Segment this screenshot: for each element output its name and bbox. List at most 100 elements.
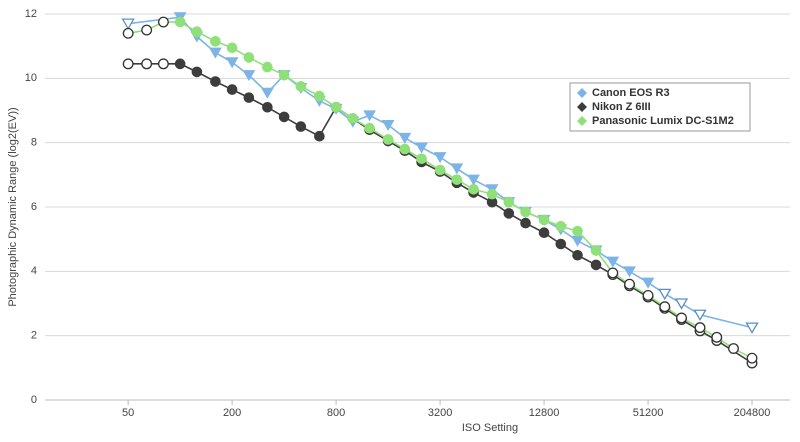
marker (659, 301, 671, 313)
marker (226, 42, 238, 54)
marker (399, 143, 411, 155)
marker (711, 331, 723, 343)
marker (607, 267, 619, 279)
marker (451, 174, 463, 185)
marker (694, 322, 706, 334)
marker (624, 278, 635, 290)
y-tick-label: 10 (25, 72, 37, 84)
marker (382, 134, 394, 145)
marker (314, 130, 325, 142)
marker (415, 142, 428, 154)
marker (398, 132, 412, 144)
y-axis-label: Photographic Dynamic Range (log2(EV)) (7, 107, 19, 306)
marker (191, 66, 203, 78)
y-tick-label: 8 (31, 137, 37, 149)
marker (606, 256, 620, 268)
marker (209, 47, 222, 59)
marker (122, 58, 134, 70)
marker (623, 266, 636, 278)
marker (590, 259, 602, 271)
marker (590, 245, 602, 256)
marker (520, 206, 531, 218)
marker (314, 90, 325, 102)
marker (745, 322, 759, 334)
marker (210, 36, 221, 47)
marker (157, 58, 169, 70)
marker (141, 24, 153, 36)
marker (157, 16, 169, 28)
marker (295, 81, 307, 92)
marker (555, 221, 567, 232)
marker (434, 164, 446, 176)
legend-box (569, 82, 751, 132)
marker (141, 58, 153, 70)
marker (278, 111, 290, 123)
x-tick-label: 3200 (428, 407, 452, 419)
marker (210, 76, 221, 87)
y-tick-label: 6 (31, 201, 37, 213)
marker (572, 249, 583, 261)
x-axis-label: ISO Setting (462, 422, 518, 434)
marker (674, 298, 689, 310)
marker (468, 184, 479, 195)
marker (243, 92, 255, 103)
marker (642, 290, 654, 301)
marker (571, 235, 584, 247)
marker (450, 163, 464, 175)
x-tick-label: 200 (223, 407, 241, 419)
marker (486, 188, 498, 200)
x-tick-label: 50 (122, 407, 134, 419)
marker (503, 196, 515, 208)
legend-label: Canon EOS R3 (592, 87, 670, 99)
marker (242, 70, 256, 82)
y-tick-label: 12 (25, 8, 37, 20)
marker (572, 225, 583, 237)
marker (122, 27, 134, 39)
marker (278, 69, 290, 81)
marker (363, 110, 376, 122)
marker (746, 352, 758, 364)
marker (676, 312, 687, 324)
marker (693, 309, 707, 322)
marker (295, 121, 307, 132)
legend-label: Nikon Z 6III (592, 101, 651, 113)
legend-symbol (577, 116, 587, 126)
y-tick-label: 4 (31, 265, 37, 277)
x-tick-label: 12800 (529, 407, 560, 419)
marker (538, 227, 550, 239)
series-line (128, 21, 753, 359)
marker (262, 101, 273, 113)
legend-label: Panasonic Lumix DC-S1M2 (592, 115, 734, 127)
marker (728, 343, 739, 354)
marker (416, 153, 427, 165)
marker (467, 174, 480, 186)
marker (121, 18, 135, 30)
marker (364, 122, 375, 134)
marker (174, 58, 186, 70)
x-tick-label: 204800 (734, 407, 771, 419)
legend-symbol (577, 88, 587, 98)
y-tick-label: 2 (31, 330, 37, 342)
marker (174, 16, 186, 28)
marker (262, 61, 273, 73)
marker (381, 119, 395, 131)
marker (658, 288, 672, 301)
marker (243, 52, 255, 63)
marker (641, 277, 655, 289)
x-tick-label: 51200 (633, 407, 664, 419)
marker (520, 217, 531, 229)
x-tick-label: 800 (327, 407, 345, 419)
marker (555, 238, 567, 250)
marker (261, 87, 274, 99)
marker (538, 214, 550, 226)
marker (347, 113, 359, 124)
marker (191, 26, 203, 37)
legend-symbol (577, 102, 587, 112)
marker (226, 84, 238, 95)
y-tick-label: 0 (31, 394, 37, 406)
marker (225, 57, 239, 69)
marker (330, 101, 342, 113)
marker (503, 208, 515, 219)
marker (433, 152, 447, 164)
